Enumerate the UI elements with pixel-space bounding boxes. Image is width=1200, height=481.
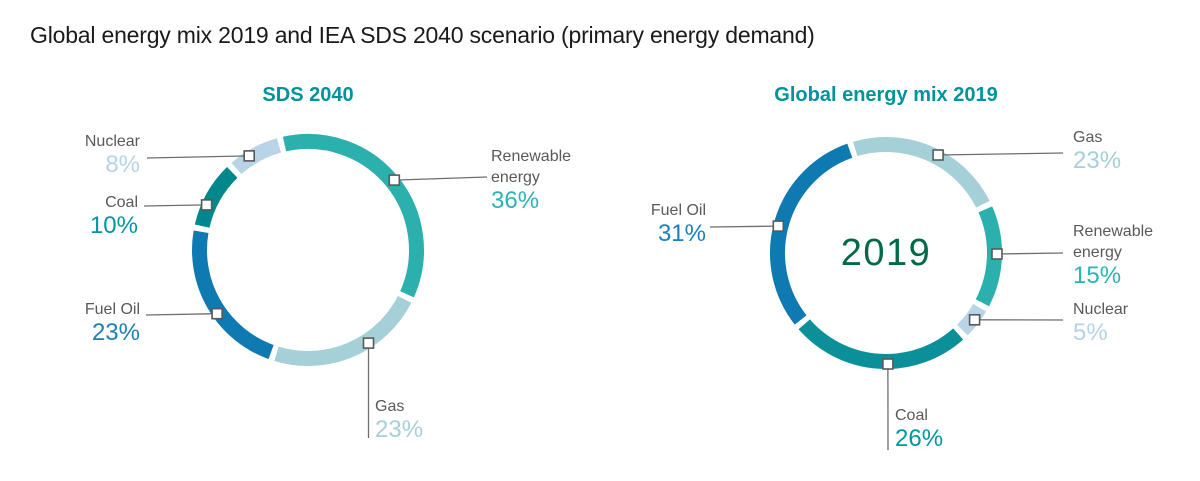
segment-marker [211,307,223,320]
sds2040-label-fuel-oil: Fuel Oil 23% [85,299,140,346]
segment-name: Gas [1073,129,1103,146]
donut-segment-coal [798,319,964,369]
segment-marker [991,248,1003,260]
segment-marker [882,358,894,370]
donut-segment-fuel-oil [192,230,274,360]
mix2019-label-renewable-energy: Renewable energy 15% [1073,221,1165,289]
segment-name: Renewable energy [491,148,572,186]
donut-segment-coal [194,166,238,229]
segment-value: 31% [657,220,706,247]
segment-value: 8% [105,151,140,178]
segment-marker [968,313,981,326]
center-year-label: 2019 [840,232,932,274]
segment-value: 15% [1073,262,1122,289]
segment-marker [388,174,401,186]
segment-name: Coal [105,194,138,211]
segment-name: Fuel Oil [84,301,140,318]
leader-line [143,204,207,207]
leader-line [146,155,250,159]
sds2040-label-coal: Coal 10% [90,192,138,239]
sds2040-label-gas: Gas 23% [375,396,423,443]
segment-marker [243,150,255,162]
sds2040-label-nuclear: Nuclear 8% [85,131,140,178]
segment-value: 23% [1073,147,1122,174]
leader-line [709,225,779,228]
leader-line [996,252,1064,255]
leader-line [938,152,1064,156]
segment-name: Nuclear [1073,301,1129,318]
mix2019-label-gas: Gas 23% [1073,127,1121,174]
segment-value: 23% [91,319,140,346]
segment-value: 23% [375,416,424,443]
segment-name: Nuclear [84,133,140,150]
segment-name: Coal [895,407,928,424]
donut-segment-gas [853,137,990,208]
segment-name: Gas [375,398,405,415]
segment-name: Fuel Oil [650,202,706,219]
chart-title-sds-2040: SDS 2040 [262,84,354,106]
donut-segment-renewable-energy [282,134,424,298]
segment-marker [362,337,375,349]
leader-line [145,313,218,316]
segment-value: 26% [895,425,944,452]
segment-marker [932,149,944,161]
leader-line [394,176,488,181]
donut-segment-gas [274,295,412,366]
mix2019-label-fuel-oil: Fuel Oil 31% [651,200,706,247]
sds2040-label-renewable-energy: Renewable energy 36% [491,146,583,214]
donut-segment-nuclear [231,138,282,175]
segment-marker [772,220,785,232]
page-title: Global energy mix 2019 and IEA SDS 2040 … [30,22,815,48]
segment-value: 5% [1073,319,1108,346]
segment-value: 36% [491,187,540,214]
segment-marker [200,199,213,211]
mix2019-label-nuclear: Nuclear 5% [1073,299,1128,346]
mix2019-label-coal: Coal 26% [895,405,943,452]
segment-value: 10% [89,212,138,239]
segment-name: Renewable energy [1073,223,1154,261]
chart-title-global-energy-mix-2019: Global energy mix 2019 [774,84,998,106]
